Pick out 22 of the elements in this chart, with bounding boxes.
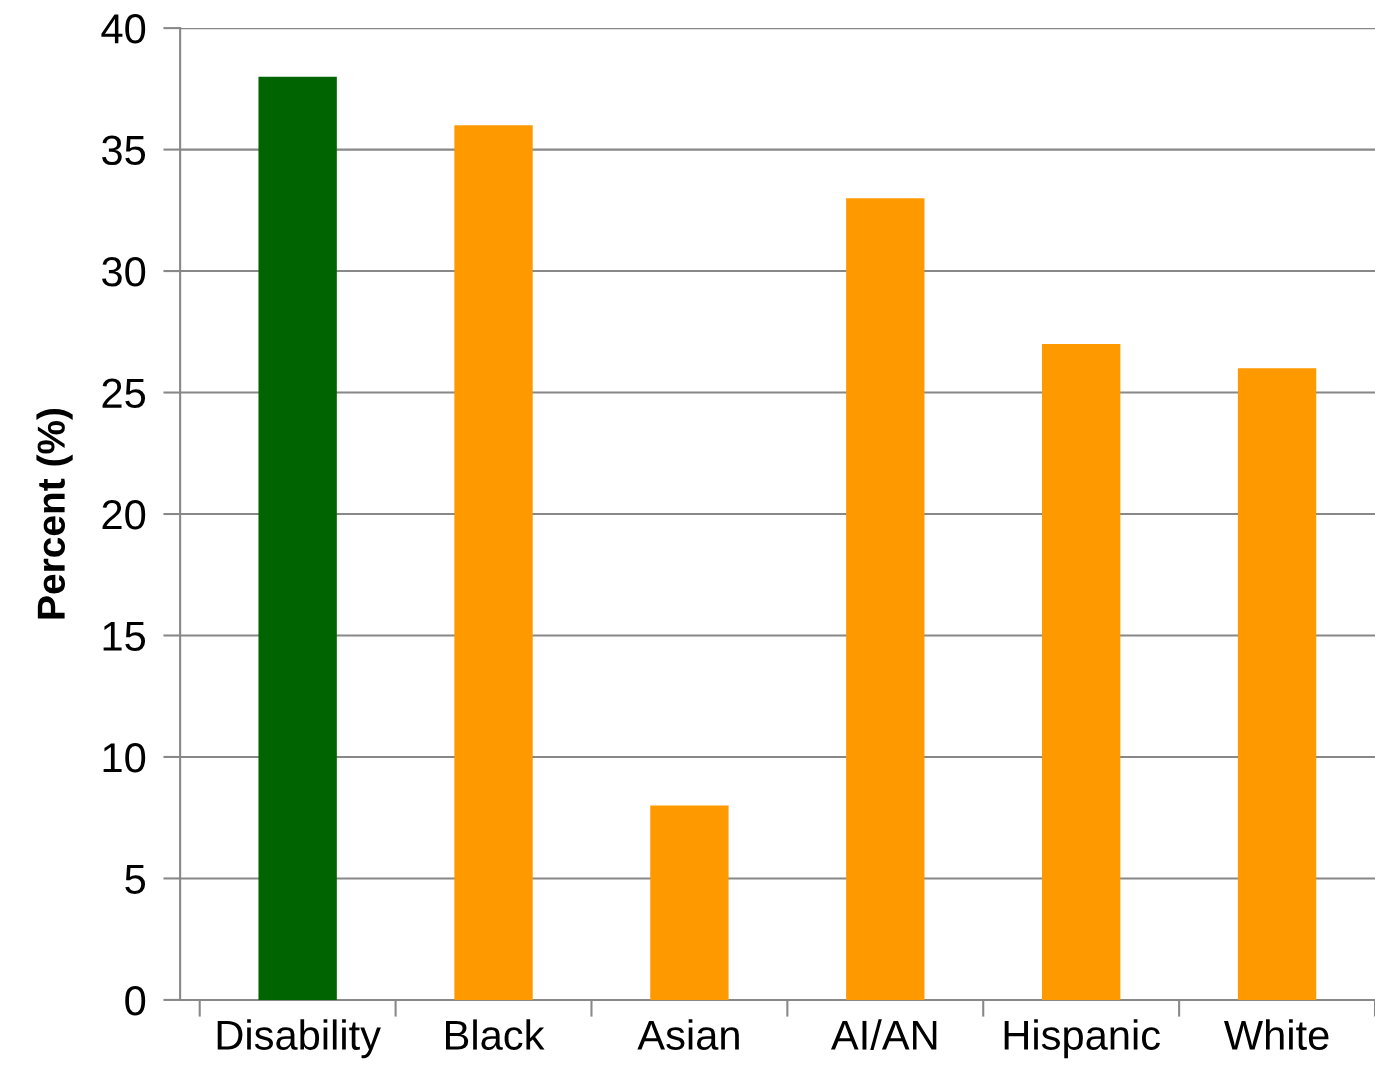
bar	[846, 198, 925, 1000]
x-tick-label: Hispanic	[1004, 1019, 1160, 1059]
y-tick-label: 35	[102, 135, 146, 166]
y-tick-label: 10	[103, 742, 146, 773]
y-tick-label: 0	[125, 985, 146, 1016]
bar	[454, 125, 533, 1000]
x-tick-label: Disability	[217, 1019, 381, 1059]
x-tick-label: White	[1223, 1019, 1329, 1050]
y-tick-label: 30	[102, 257, 146, 287]
y-tick-label: 5	[125, 864, 146, 894]
x-tick-label: Black	[446, 1019, 545, 1050]
bar	[1042, 343, 1121, 1000]
x-tick-label: Asian	[637, 1019, 739, 1050]
x-tick-label: AI/AN	[830, 1019, 937, 1050]
bar	[258, 76, 337, 1000]
bar	[1237, 368, 1317, 1000]
y-tick-label: 25	[102, 378, 146, 409]
y-tick-label: 15	[103, 621, 146, 651]
y-tick-label: 40	[101, 14, 146, 44]
bar	[650, 805, 729, 1000]
y-axis-title: Percent (%)	[36, 408, 73, 619]
y-tick-label: 20	[102, 500, 146, 530]
